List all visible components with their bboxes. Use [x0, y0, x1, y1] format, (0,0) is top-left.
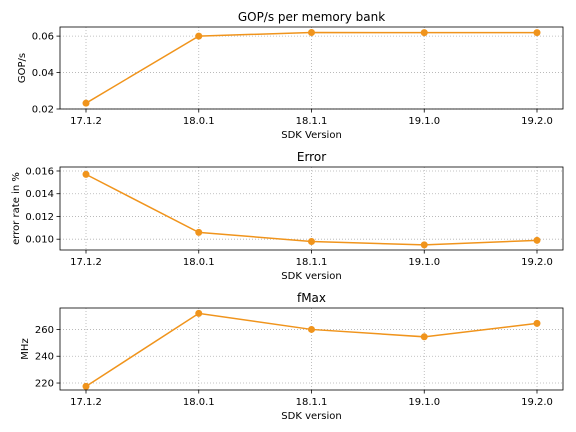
- plot-frame: [59, 166, 564, 251]
- data-point: [420, 333, 428, 341]
- y-tick-label: 260: [35, 325, 54, 336]
- x-tick-label: 17.1.2: [70, 257, 102, 268]
- data-point: [308, 325, 315, 333]
- x-tick-label: 19.2.0: [521, 257, 553, 268]
- x-tick-label: 18.0.1: [183, 397, 215, 408]
- chart-title: Error: [297, 150, 326, 164]
- x-tick-label: 18.1.1: [296, 397, 328, 408]
- data-point: [195, 228, 203, 236]
- data-point: [195, 309, 203, 317]
- x-tick-label: 19.2.0: [521, 116, 553, 127]
- y-tick-label: 0.04: [32, 68, 54, 79]
- x-tick-label: 19.1.0: [408, 116, 440, 127]
- data-point: [82, 170, 90, 178]
- data-point: [82, 99, 90, 107]
- x-tick-label: 18.0.1: [183, 257, 215, 268]
- y-tick-label: 0.014: [25, 189, 54, 200]
- data-point: [308, 28, 315, 36]
- x-tick-label: 18.1.1: [296, 257, 328, 268]
- data-point: [308, 237, 315, 245]
- data-point: [420, 29, 428, 37]
- y-tick-label: 0.016: [25, 166, 54, 177]
- y-tick-label: 0.010: [25, 235, 54, 246]
- x-tick-label: 19.1.0: [408, 257, 440, 268]
- subplot-gops: GOP/s per memory bank SDK Version GOP/s …: [17, 10, 564, 141]
- y-tick-label: 0.06: [32, 32, 54, 43]
- data-point: [533, 29, 541, 37]
- y-tick-label: 0.012: [25, 212, 54, 223]
- x-tick-label: 17.1.2: [70, 116, 102, 127]
- x-axis-label: SDK version: [281, 411, 341, 422]
- x-axis-label: SDK version: [281, 271, 341, 282]
- y-axis-label: GOP/s: [17, 53, 28, 83]
- subplot-fmax: fMax SDK version MHz 17.1.2 18.0.1 18.1.1 1…: [20, 291, 564, 422]
- y-tick-label: 240: [35, 352, 54, 363]
- chart-title: GOP/s per memory bank: [238, 10, 385, 24]
- subplot-error: Error SDK version error rate in % 17.1.2…: [11, 150, 564, 282]
- data-point: [82, 382, 90, 390]
- x-tick-label: 18.0.1: [183, 116, 215, 127]
- x-tick-label: 19.1.0: [408, 397, 440, 408]
- chart-title: fMax: [297, 291, 326, 305]
- data-point: [420, 241, 428, 249]
- plot-frame: [59, 26, 564, 110]
- y-tick-label: 220: [35, 379, 54, 390]
- x-tick-label: 18.1.1: [296, 116, 328, 127]
- data-point: [533, 319, 541, 327]
- data-point: [195, 32, 203, 40]
- y-tick-label: 0.02: [32, 105, 54, 116]
- x-axis-label: SDK Version: [281, 130, 342, 141]
- y-axis-label: error rate in %: [11, 172, 22, 245]
- plot-frame: [59, 307, 564, 391]
- x-tick-label: 17.1.2: [70, 397, 102, 408]
- y-axis-label: MHz: [20, 338, 31, 359]
- data-point: [533, 236, 541, 244]
- x-tick-label: 19.2.0: [521, 397, 553, 408]
